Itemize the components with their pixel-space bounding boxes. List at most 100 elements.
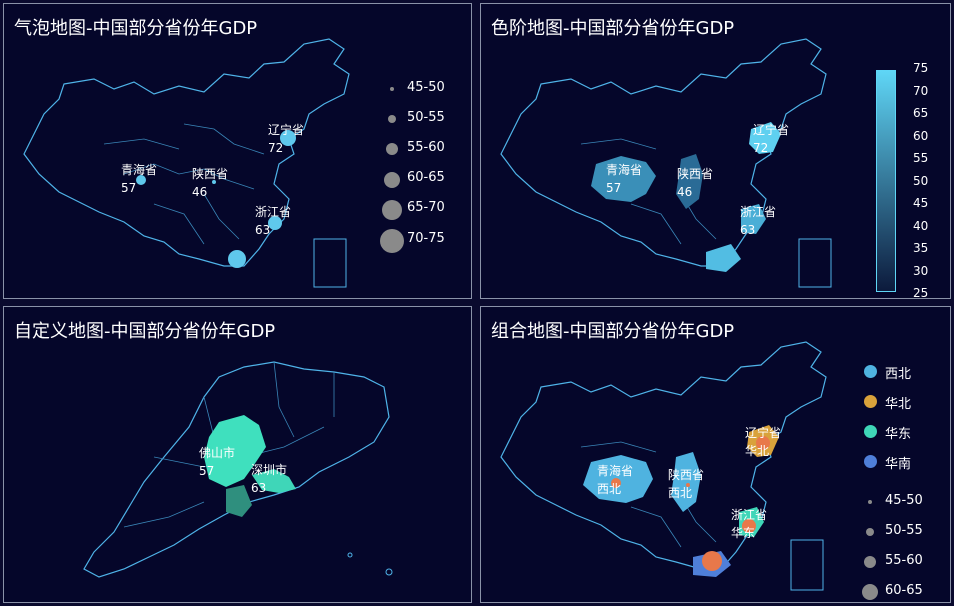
- legend-dot[interactable]: [868, 500, 872, 504]
- region-zhuhai[interactable]: [226, 485, 252, 517]
- colorscale-map-panel: 色阶地图-中国部分省份年GDP 辽宁省 72 青海省 57 陕西省 46 浙江省…: [480, 3, 951, 299]
- label-zhejiang: 浙江省: [731, 508, 767, 522]
- island-marker: [347, 552, 353, 558]
- legend-dot-xibei[interactable]: [864, 365, 877, 378]
- region-liaoning[interactable]: [749, 122, 781, 154]
- legend-dot[interactable]: [386, 143, 398, 155]
- bubble-zhejiang[interactable]: [268, 216, 282, 230]
- visualmap-tick: 60: [913, 129, 929, 143]
- legend-item[interactable]: 70-75: [407, 231, 445, 246]
- value-zhejiang: 华东: [731, 526, 755, 540]
- legend-item[interactable]: 55-60: [885, 553, 923, 568]
- visualmap-tick: 75: [913, 61, 929, 75]
- panel-title: 组合地图-中国部分省份年GDP: [491, 321, 735, 342]
- visualmap-tick: 55: [913, 151, 929, 165]
- visualmap-tick: 40: [913, 219, 929, 233]
- south-sea-inset: [798, 238, 832, 288]
- legend-item[interactable]: 45-50: [407, 80, 445, 95]
- custom-map-panel: 自定义地图-中国部分省份年GDP 佛山市 57 深圳市 63: [3, 306, 472, 603]
- region-guangdong[interactable]: [706, 244, 741, 272]
- visualmap-tick: 70: [913, 84, 929, 98]
- visualmap-tick: 65: [913, 106, 929, 120]
- china-outline: [500, 341, 827, 570]
- value-foshan: 57: [199, 464, 214, 478]
- bubble-shaanxi[interactable]: [212, 180, 216, 184]
- value-qinghai: 57: [606, 181, 621, 195]
- label-qinghai: 青海省: [121, 162, 157, 177]
- value-liaoning: 72: [268, 141, 283, 155]
- visualmap-tick: 30: [913, 264, 929, 278]
- legend-dot[interactable]: [382, 200, 402, 220]
- bubble-map-panel: 气泡地图-中国部分省份年GDP 辽宁省 72 青海省 57 陕西省 46 浙江省…: [3, 3, 472, 299]
- bubble-liaoning[interactable]: [756, 436, 770, 450]
- label-liaoning: 辽宁省: [753, 122, 789, 137]
- value-qinghai: 西北: [597, 482, 621, 496]
- legend-dot[interactable]: [380, 229, 404, 253]
- label-zhejiang: 浙江省: [255, 205, 291, 219]
- bubble-liaoning[interactable]: [280, 130, 296, 146]
- visualmap-tick: 50: [913, 174, 929, 188]
- bubble-qinghai[interactable]: [136, 175, 146, 185]
- legend-item[interactable]: 60-65: [407, 170, 445, 185]
- bubble-shaanxi[interactable]: [686, 483, 690, 487]
- label-shaanxi: 陕西省: [668, 467, 704, 482]
- bubble-zhejiang[interactable]: [742, 519, 756, 533]
- visualmap-bar[interactable]: [876, 70, 896, 292]
- legend-item[interactable]: 45-50: [885, 493, 923, 508]
- region-foshan[interactable]: [204, 415, 266, 487]
- legend-item[interactable]: 华东: [885, 427, 912, 442]
- bubble-guangdong[interactable]: [702, 551, 722, 571]
- label-shaanxi: 陕西省: [677, 166, 713, 181]
- panel-title: 自定义地图-中国部分省份年GDP: [14, 321, 276, 342]
- visualmap-tick: 25: [913, 286, 929, 299]
- value-liaoning: 72: [753, 141, 768, 155]
- label-shaanxi: 陕西省: [192, 166, 228, 181]
- region-shenzhen[interactable]: [252, 469, 296, 493]
- value-liaoning: 华北: [745, 444, 769, 458]
- legend-item[interactable]: 华北: [885, 397, 912, 412]
- china-map: 辽宁省 72 青海省 57 陕西省 46 浙江省 63: [23, 38, 350, 288]
- legend-dot[interactable]: [388, 115, 396, 123]
- region-qinghai[interactable]: [591, 156, 656, 202]
- panel-title: 色阶地图-中国部分省份年GDP: [491, 18, 735, 39]
- legend-dot-huanan[interactable]: [864, 455, 877, 468]
- visualmap-tick: 35: [913, 241, 929, 255]
- legend-item[interactable]: 50-55: [407, 110, 445, 125]
- legend-item[interactable]: 65-70: [407, 200, 445, 215]
- label-liaoning: 辽宁省: [745, 425, 781, 440]
- value-shaanxi: 46: [677, 185, 692, 199]
- label-foshan: 佛山市: [199, 445, 235, 460]
- china-outline: [23, 38, 350, 267]
- region-zhejiang[interactable]: [741, 204, 766, 234]
- province-borders: [103, 123, 265, 245]
- legend-dot[interactable]: [384, 172, 400, 188]
- legend-dot-huabei[interactable]: [864, 395, 877, 408]
- value-zhejiang: 63: [740, 223, 755, 237]
- legend-dot[interactable]: [390, 87, 394, 91]
- south-sea-inset: [790, 539, 824, 591]
- legend-item[interactable]: 50-55: [885, 523, 923, 538]
- legend-dot-huadong[interactable]: [864, 425, 877, 438]
- value-shenzhen: 63: [251, 481, 266, 495]
- china-map: 辽宁省 华北 青海省 西北 陕西省 西北 浙江省 华东: [500, 341, 827, 591]
- label-shenzhen: 深圳市: [251, 462, 287, 477]
- legend-dot[interactable]: [866, 528, 874, 536]
- label-liaoning: 辽宁省: [268, 122, 304, 137]
- legend-item[interactable]: 60-65: [885, 583, 923, 598]
- value-shaanxi: 46: [192, 185, 207, 199]
- legend-item[interactable]: 55-60: [407, 140, 445, 155]
- value-zhejiang: 63: [255, 223, 270, 237]
- bubble-qinghai[interactable]: [611, 478, 621, 488]
- value-qinghai: 57: [121, 181, 136, 195]
- legend-item[interactable]: 华南: [885, 457, 912, 472]
- legend-dot[interactable]: [862, 584, 878, 600]
- label-qinghai: 青海省: [597, 463, 633, 478]
- guangdong-map: 佛山市 57 深圳市 63: [83, 361, 393, 578]
- legend-dot[interactable]: [864, 556, 876, 568]
- region-shaanxi[interactable]: [676, 154, 703, 209]
- bubble-guangdong[interactable]: [228, 250, 246, 268]
- legend-item[interactable]: 西北: [885, 367, 912, 382]
- visualmap-tick: 45: [913, 196, 929, 210]
- label-qinghai: 青海省: [606, 162, 642, 177]
- region-shaanxi[interactable]: [671, 452, 701, 512]
